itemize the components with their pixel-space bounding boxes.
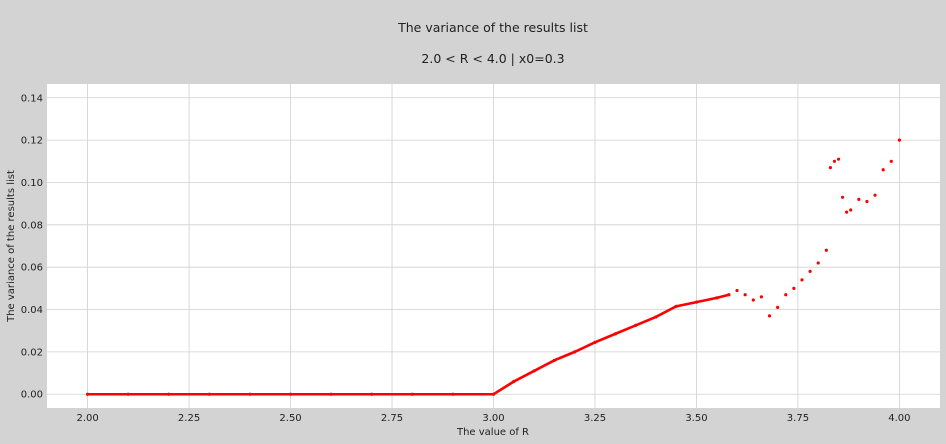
data-point: [873, 193, 877, 197]
data-point: [654, 315, 658, 319]
data-point: [451, 392, 455, 396]
data-point: [776, 305, 780, 310]
data-point: [840, 195, 845, 199]
data-point: [808, 269, 812, 274]
data-point: [836, 157, 841, 161]
y-tick-label: 0.02: [21, 347, 43, 358]
x-tick-label: 3.25: [584, 413, 606, 424]
data-point: [816, 261, 820, 265]
data-point: [593, 340, 597, 344]
data-point: [370, 392, 374, 396]
data-points: [85, 138, 902, 396]
data-point: [694, 300, 699, 304]
data-point: [288, 392, 293, 396]
x-tick-label: 2.50: [279, 413, 301, 424]
data-point: [743, 293, 747, 297]
x-tick-label: 3.75: [787, 413, 809, 424]
data-point: [674, 304, 678, 308]
y-tick-label: 0.10: [21, 178, 43, 189]
data-point: [751, 298, 755, 302]
chart-subtitle: 2.0 < R < 4.0 | x0=0.3: [421, 51, 564, 66]
data-point: [512, 379, 516, 384]
data-point: [573, 350, 577, 354]
data-point: [633, 323, 638, 328]
x-tick-label: 2.00: [76, 413, 98, 424]
y-axis-label: The variance of the results list: [6, 170, 17, 323]
data-point: [727, 293, 731, 297]
data-point: [85, 392, 90, 396]
x-tick-label: 3.50: [685, 413, 707, 424]
data-point: [248, 392, 252, 396]
data-point: [897, 138, 902, 142]
y-tick-label: 0.04: [21, 305, 43, 316]
y-tick-label: 0.06: [21, 263, 43, 274]
data-point: [735, 288, 739, 293]
data-point: [329, 392, 333, 396]
chart-title: The variance of the results list: [397, 20, 588, 35]
x-tick-label: 2.75: [381, 413, 403, 424]
tick-labels: 2.00 2.25 2.50 2.75 3.00 3.25 3.50 3.75 4.00 0.00…: [21, 93, 911, 424]
data-point: [792, 286, 796, 290]
x-tick-label: 4.00: [888, 413, 910, 424]
data-point: [889, 159, 893, 163]
y-tick-label: 0.00: [21, 390, 43, 401]
data-point: [613, 332, 617, 336]
x-axis-label: The value of R: [456, 427, 529, 438]
x-tick-label: 3.00: [482, 413, 504, 424]
data-point: [784, 293, 788, 297]
x-tick-label: 2.25: [178, 413, 200, 424]
data-point: [491, 392, 496, 396]
data-point: [865, 199, 869, 204]
data-point: [126, 392, 130, 396]
data-point: [857, 197, 861, 202]
data-point: [832, 159, 837, 163]
data-point: [715, 296, 719, 300]
data-point: [849, 208, 853, 212]
data-point: [881, 168, 885, 172]
data-point: [167, 392, 171, 396]
data-point: [828, 166, 833, 170]
data-point: [800, 278, 804, 282]
data-point: [759, 295, 764, 299]
data-point: [207, 392, 211, 396]
y-tick-label: 0.14: [21, 93, 43, 104]
data-point: [410, 392, 414, 396]
data-point: [824, 248, 828, 252]
data-point: [767, 314, 772, 318]
y-tick-label: 0.08: [21, 220, 43, 231]
data-point: [532, 369, 536, 373]
data-point: [552, 358, 556, 362]
data-point: [845, 210, 849, 214]
y-tick-label: 0.12: [21, 136, 43, 147]
